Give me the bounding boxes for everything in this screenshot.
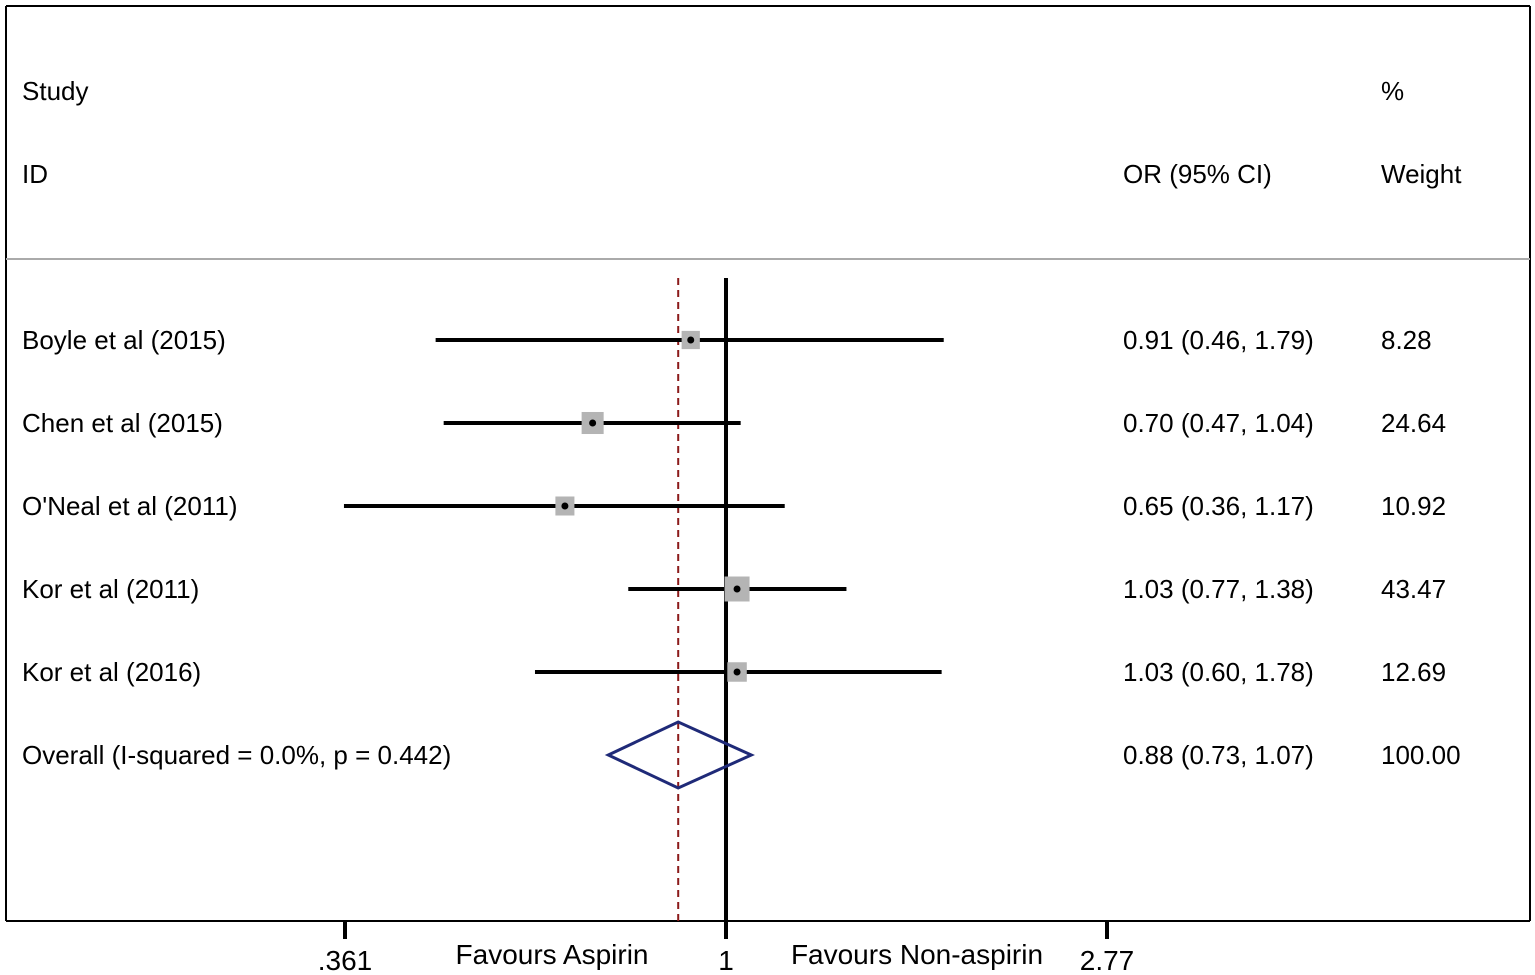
header-percent: %	[1381, 76, 1404, 106]
study-or-ci: 0.70 (0.47, 1.04)	[1123, 408, 1314, 438]
study-or-ci: 0.65 (0.36, 1.17)	[1123, 491, 1314, 521]
study-point-estimate	[733, 668, 741, 676]
study-label: Chen et al (2015)	[22, 408, 223, 438]
x-tick-label: 2.77	[1080, 945, 1135, 975]
overall-label: Overall (I-squared = 0.0%, p = 0.442)	[22, 740, 451, 770]
study-weight: 8.28	[1381, 325, 1432, 355]
header-study: Study	[22, 76, 89, 106]
header-weight: Weight	[1381, 159, 1462, 189]
study-point-estimate	[687, 336, 695, 344]
study-label: Kor et al (2011)	[22, 574, 199, 604]
study-label: Kor et al (2016)	[22, 657, 201, 687]
study-or-ci: 1.03 (0.77, 1.38)	[1123, 574, 1314, 604]
study-point-estimate	[733, 585, 741, 593]
study-label: O'Neal et al (2011)	[22, 491, 237, 521]
study-label: Boyle et al (2015)	[22, 325, 226, 355]
favours-left-label: Favours Aspirin	[456, 939, 649, 970]
study-point-estimate	[561, 502, 569, 510]
study-weight: 10.92	[1381, 491, 1446, 521]
study-weight: 43.47	[1381, 574, 1446, 604]
favours-right-label: Favours Non-aspirin	[791, 939, 1043, 970]
study-weight: 24.64	[1381, 408, 1446, 438]
study-point-estimate	[589, 419, 597, 427]
header-id: ID	[22, 159, 48, 189]
x-tick-label: .361	[318, 945, 373, 975]
x-tick-label: 1	[718, 945, 734, 975]
plot-marks: Boyle et al (2015) 0.91 (0.46, 1.79) 8.28 C…	[22, 278, 1461, 975]
header-or-ci: OR (95% CI)	[1123, 159, 1272, 189]
overall-weight: 100.00	[1381, 740, 1461, 770]
overall-or-ci: 0.88 (0.73, 1.07)	[1123, 740, 1314, 770]
study-or-ci: 0.91 (0.46, 1.79)	[1123, 325, 1314, 355]
study-or-ci: 1.03 (0.60, 1.78)	[1123, 657, 1314, 687]
study-weight: 12.69	[1381, 657, 1446, 687]
overall-diamond	[604, 720, 755, 790]
